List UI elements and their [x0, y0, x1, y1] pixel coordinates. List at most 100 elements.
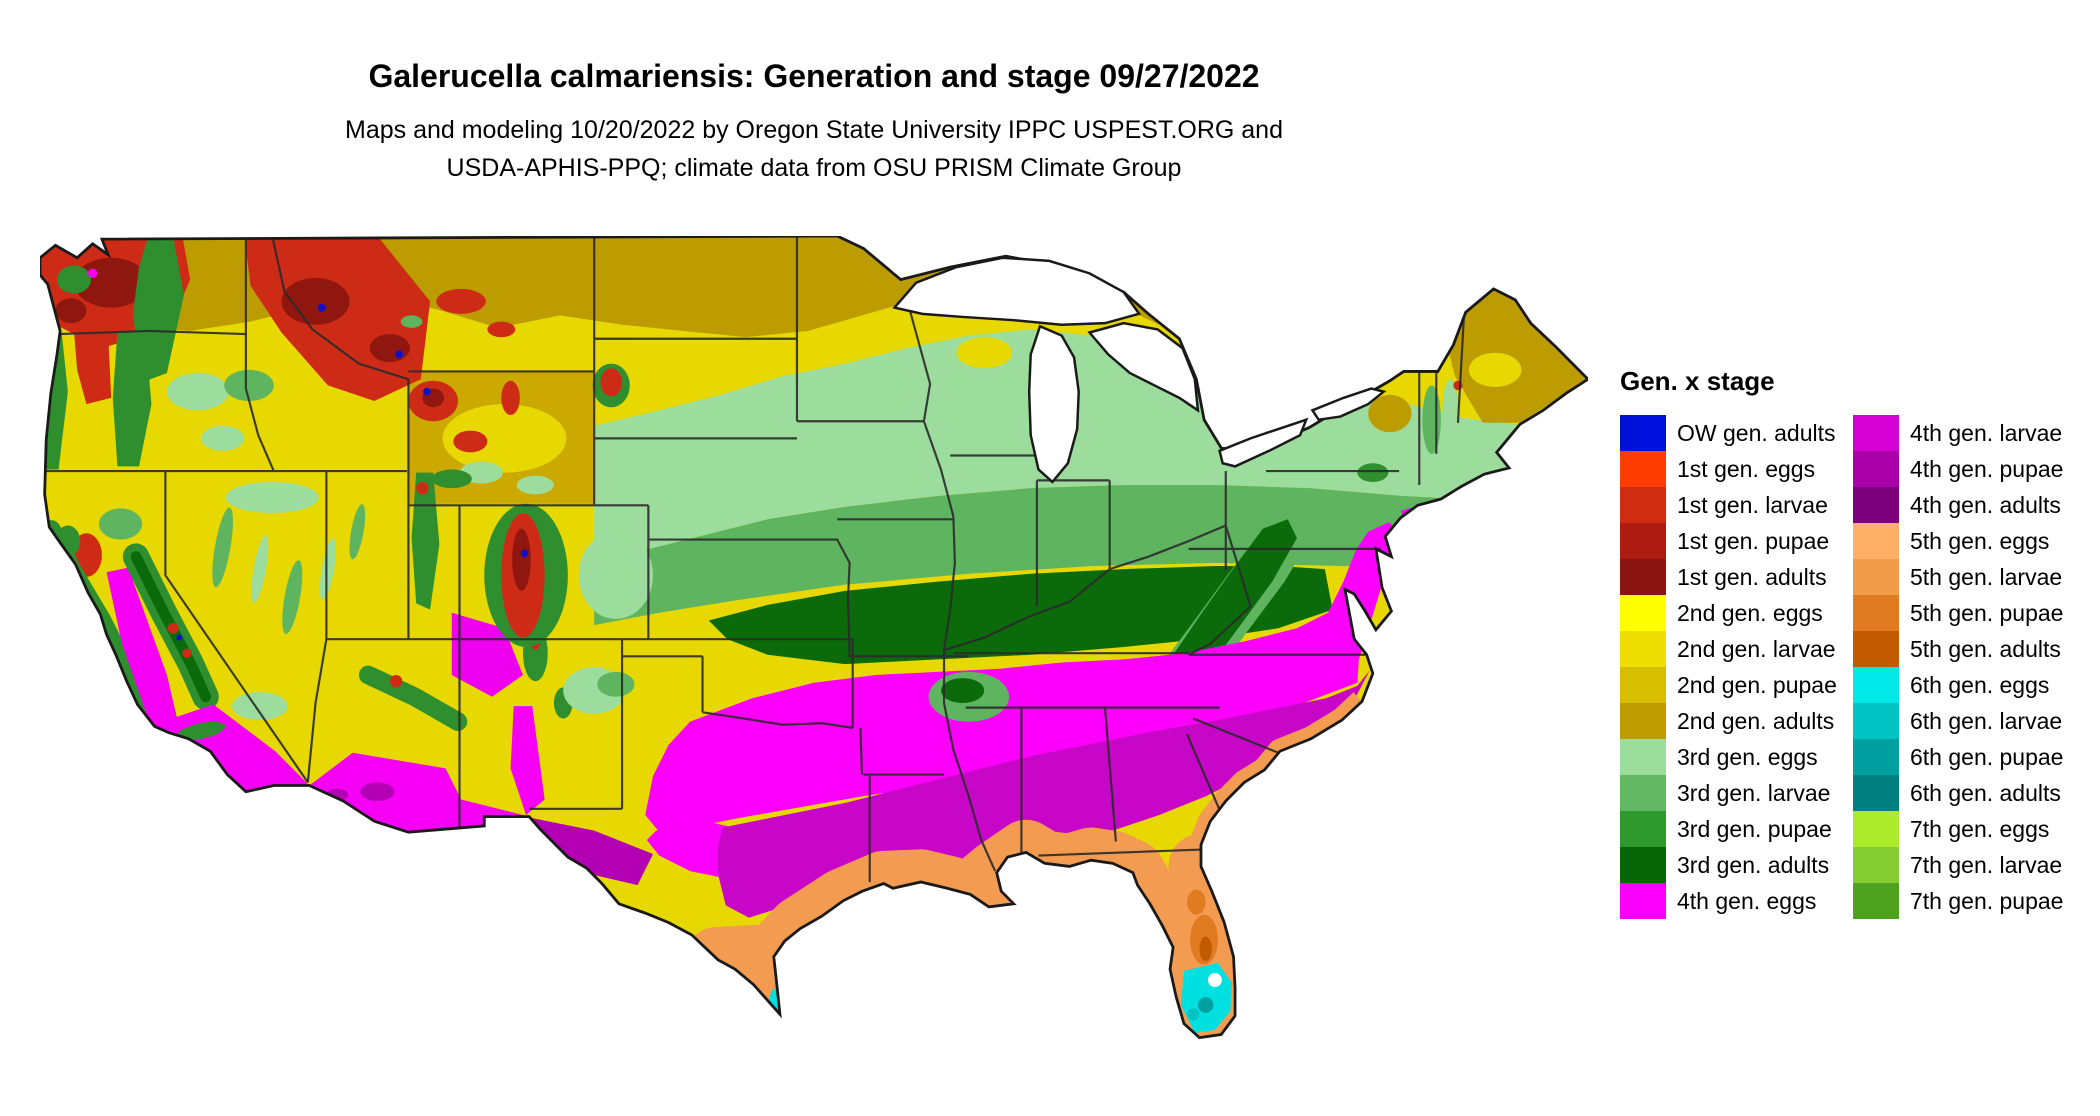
legend-label: 6th gen. eggs [1910, 671, 2050, 698]
legend-label: 2nd gen. larvae [1677, 635, 1836, 662]
legend-item: 6th gen. adults [1853, 775, 2086, 811]
legend-item: 4th gen. pupae [1853, 451, 2086, 487]
legend-swatch [1620, 667, 1666, 703]
legend-swatch [1620, 775, 1666, 811]
legend-swatch [1853, 775, 1899, 811]
legend-item: 3rd gen. eggs [1620, 739, 1853, 775]
legend-item: 1st gen. adults [1620, 559, 1853, 595]
legend-label: 3rd gen. pupae [1677, 815, 1832, 842]
legend-label: 4th gen. eggs [1677, 887, 1817, 914]
legend-label: 1st gen. adults [1677, 563, 1827, 590]
legend: Gen. x stage OW gen. adults 1st gen. eggs… [1620, 366, 2086, 919]
map-svg [40, 236, 1588, 1040]
legend-swatch [1620, 415, 1666, 451]
legend-swatch [1853, 595, 1899, 631]
legend-swatch [1620, 451, 1666, 487]
lake-michigan [1027, 324, 1080, 484]
legend-swatch [1620, 631, 1666, 667]
legend-column-2: 4th gen. larvae 4th gen. pupae 4th gen. ad… [1853, 415, 2086, 919]
legend-title: Gen. x stage [1620, 366, 1775, 396]
legend-swatch [1853, 415, 1899, 451]
legend-swatch [1620, 487, 1666, 523]
legend-swatch [1620, 559, 1666, 595]
map-subtitle-line1: Maps and modeling 10/20/2022 by Oregon S… [345, 116, 1283, 144]
legend-swatch [1620, 883, 1666, 919]
legend-item: 5th gen. pupae [1853, 595, 2086, 631]
legend-swatch [1853, 703, 1899, 739]
legend-item: 3rd gen. larvae [1620, 775, 1853, 811]
legend-label: 2nd gen. adults [1677, 707, 1835, 734]
legend-item: 6th gen. larvae [1853, 703, 2086, 739]
legend-item: 1st gen. larvae [1620, 487, 1853, 523]
legend-swatch [1620, 811, 1666, 847]
legend-item: 5th gen. eggs [1853, 523, 2086, 559]
legend-item: 2nd gen. adults [1620, 703, 1853, 739]
legend-label: 5th gen. pupae [1910, 599, 2064, 626]
map-subtitle-line2: USDA-APHIS-PPQ; climate data from OSU PR… [446, 154, 1182, 182]
generation-stage-raster [40, 236, 1588, 1038]
legend-item: 6th gen. pupae [1853, 739, 2086, 775]
legend-item: 7th gen. eggs [1853, 811, 2086, 847]
legend-item: 5th gen. adults [1853, 631, 2086, 667]
legend-label: 5th gen. eggs [1910, 527, 2050, 554]
legend-swatch [1620, 595, 1666, 631]
legend-swatch [1853, 847, 1899, 883]
legend-label: 6th gen. larvae [1910, 707, 2063, 734]
legend-label: 6th gen. pupae [1910, 743, 2064, 770]
legend-label: 4th gen. adults [1910, 491, 2061, 518]
lake-ontario [1310, 387, 1387, 422]
page-title: Galerucella calmariensis: Generation and… [368, 58, 1260, 94]
conus-outline [40, 236, 1588, 1040]
legend-item: 3rd gen. pupae [1620, 811, 1853, 847]
legend-item: 2nd gen. pupae [1620, 667, 1853, 703]
legend-label: 1st gen. larvae [1677, 491, 1828, 518]
lake-superior [892, 256, 1142, 326]
legend-item: 4th gen. eggs [1620, 883, 1853, 919]
legend-swatch [1853, 523, 1899, 559]
lake-erie [1218, 417, 1309, 468]
legend-item: 6th gen. eggs [1853, 667, 2086, 703]
legend-label: 5th gen. larvae [1910, 563, 2063, 590]
us-phenology-map [40, 236, 1588, 1061]
state-boundaries [40, 236, 1466, 882]
legend-item: OW gen. adults [1620, 415, 1853, 451]
legend-swatch [1853, 559, 1899, 595]
legend-label: 7th gen. pupae [1910, 887, 2064, 914]
legend-label: 3rd gen. larvae [1677, 779, 1831, 806]
legend-swatch [1620, 739, 1666, 775]
legend-label: 3rd gen. adults [1677, 851, 1830, 878]
legend-swatch [1853, 739, 1899, 775]
legend-item: 7th gen. larvae [1853, 847, 2086, 883]
legend-label: 6th gen. adults [1910, 779, 2061, 806]
legend-label: 1st gen. pupae [1677, 527, 1830, 554]
legend-column-1: OW gen. adults 1st gen. eggs 1st gen. larv… [1620, 415, 1853, 919]
legend-swatch [1620, 847, 1666, 883]
legend-label: 4th gen. pupae [1910, 455, 2064, 482]
legend-label: 7th gen. larvae [1910, 851, 2063, 878]
legend-item: 4th gen. adults [1853, 487, 2086, 523]
legend-label: 2nd gen. pupae [1677, 671, 1837, 698]
legend-label: 7th gen. eggs [1910, 815, 2050, 842]
legend-swatch [1620, 703, 1666, 739]
legend-item: 7th gen. pupae [1853, 883, 2086, 919]
legend-label: 3rd gen. eggs [1677, 743, 1818, 770]
legend-swatch [1853, 883, 1899, 919]
legend-swatch [1853, 667, 1899, 703]
legend-item: 4th gen. larvae [1853, 415, 2086, 451]
legend-item: 2nd gen. eggs [1620, 595, 1853, 631]
legend-item: 5th gen. larvae [1853, 559, 2086, 595]
legend-swatch [1620, 523, 1666, 559]
legend-swatch [1853, 451, 1899, 487]
legend-swatch [1853, 487, 1899, 523]
legend-columns: OW gen. adults 1st gen. eggs 1st gen. larv… [1620, 415, 2086, 919]
legend-item: 1st gen. eggs [1620, 451, 1853, 487]
legend-label: OW gen. adults [1677, 419, 1836, 446]
great-lakes [892, 256, 1387, 484]
legend-label: 2nd gen. eggs [1677, 599, 1823, 626]
legend-item: 3rd gen. adults [1620, 847, 1853, 883]
legend-label: 5th gen. adults [1910, 635, 2061, 662]
legend-item: 2nd gen. larvae [1620, 631, 1853, 667]
legend-item: 1st gen. pupae [1620, 523, 1853, 559]
lake-huron [1087, 321, 1200, 413]
legend-label: 4th gen. larvae [1910, 419, 2063, 446]
